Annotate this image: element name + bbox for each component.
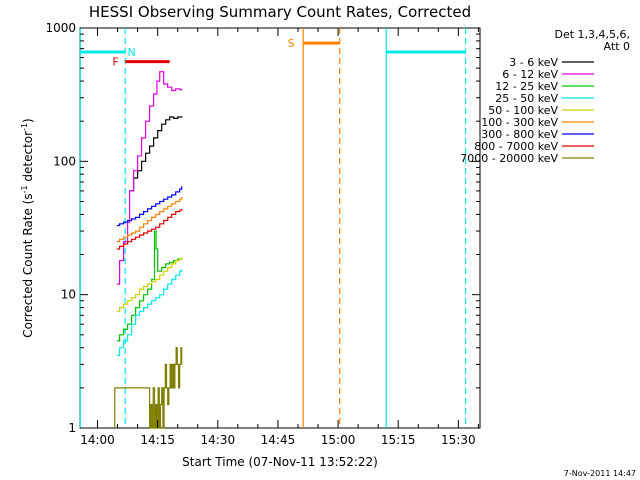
x-tick-label: 14:30	[201, 433, 236, 447]
series-line-3	[116, 269, 183, 357]
series-line-7	[116, 208, 183, 250]
y-axis-label: Corrected Count Rate (s-1 detector-1)	[20, 118, 35, 337]
series-line-0	[129, 116, 183, 192]
legend-label: 7000 - 20000 keV	[460, 152, 558, 165]
x-tick-label: 15:30	[441, 433, 476, 447]
y-axis-label-sup2: -1	[20, 123, 29, 131]
flag-bars: NF S	[80, 37, 466, 69]
series-line-8	[114, 347, 183, 429]
y-axis-ticks: 1 10 100 1000	[45, 21, 480, 435]
legend-label: 100 - 300 keV	[481, 116, 558, 129]
y-axis-label-main: Corrected Count Rate (s	[21, 193, 35, 337]
x-axis-label: Start Time (07-Nov-11 13:52:22)	[182, 455, 378, 469]
legend-label: 3 - 6 keV	[509, 56, 558, 69]
x-tick-label: 14:00	[80, 433, 115, 447]
y-tick-label: 1000	[45, 21, 76, 35]
x-tick-label: 14:45	[261, 433, 296, 447]
y-tick-label: 1	[68, 421, 76, 435]
legend-label: 6 - 12 keV	[502, 68, 558, 81]
series-line-4	[116, 257, 183, 312]
flag-label-n-0: N	[127, 46, 135, 59]
legend-label: 300 - 800 keV	[481, 128, 558, 141]
series-line-1	[116, 71, 183, 285]
legend-label: 25 - 50 keV	[495, 92, 558, 105]
legend-label: 800 - 7000 keV	[474, 140, 558, 153]
y-tick-label: 100	[53, 154, 76, 168]
series-group	[114, 71, 183, 429]
legend-title-line-2: Att 0	[604, 40, 630, 53]
y-axis-label-mid: detector	[21, 131, 35, 186]
x-tick-label: 15:15	[381, 433, 416, 447]
legend-title-line-1: Det 1,3,4,5,6,	[554, 28, 630, 41]
series-line-2	[116, 230, 183, 342]
y-tick-label: 10	[61, 288, 76, 302]
series-line-5	[116, 197, 183, 243]
y-axis-label-sup1: -1	[20, 185, 29, 193]
x-tick-label: 14:15	[140, 433, 175, 447]
x-axis-ticks: 14:00 14:15 14:30 14:45 15:00 15:15 15:30	[80, 28, 479, 447]
flag-lines	[79, 28, 467, 428]
date-stamp: 7-Nov-2011 14:47	[564, 469, 636, 478]
chart-title: HESSI Observing Summary Count Rates, Cor…	[89, 3, 471, 21]
series-line-6	[116, 186, 183, 227]
x-tick-label: 15:00	[321, 433, 356, 447]
flag-label-f-1: F	[112, 56, 118, 69]
y-axis-label-end: )	[21, 118, 35, 123]
legend-label: 50 - 100 keV	[488, 104, 558, 117]
legend-label: 12 - 25 keV	[495, 80, 558, 93]
flag-label-s-2: S	[288, 37, 295, 50]
